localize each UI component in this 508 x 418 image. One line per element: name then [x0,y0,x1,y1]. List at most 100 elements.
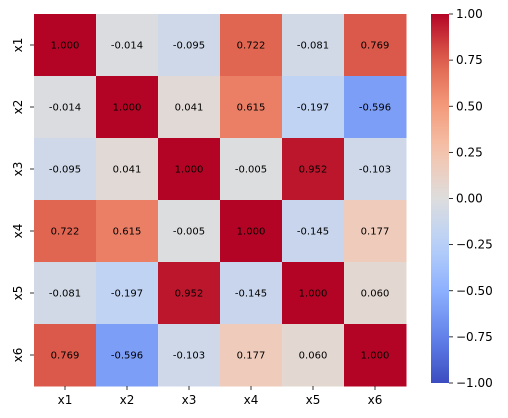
colorbar: 1.00 0.75 0.50 0.25 0.00 −0.25 −0.50 −0.75 −1.00 [431,7,493,390]
heatmap-cell [158,262,221,325]
cell-value-label: -0.197 [111,289,143,300]
cell-value-label: 0.769 [361,41,390,52]
cell-value-label: -0.095 [49,165,81,176]
colorbar-tick-label: −0.75 [456,330,493,344]
y-tick-label: x1 [11,38,25,53]
x-tick-label: x3 [182,393,197,407]
cell-value-label: 1.000 [51,41,80,52]
heatmap-cell [96,14,159,77]
cell-value-label: 1.000 [361,351,390,362]
y-tick-label: x5 [11,286,25,301]
cell-value-label: -0.005 [235,165,267,176]
cell-value-label: -0.005 [173,227,205,238]
colorbar-tick-label: 1.00 [456,7,483,21]
heatmap-cell [96,76,159,139]
heatmap-cell [282,14,345,77]
cell-value-label: 0.177 [237,351,266,362]
cell-value-label: -0.014 [111,41,143,52]
heatmap-cell [344,200,407,263]
cell-value-label: -0.081 [297,41,329,52]
heatmap-cell [34,76,97,139]
colorbar-tick-label: −0.25 [456,238,493,252]
heatmap-cell [344,14,407,77]
x-tick-label: x4 [244,393,259,407]
colorbar-tick-label: 0.25 [456,145,483,159]
x-tick-label: x5 [306,393,321,407]
heatmap-cell [34,138,97,201]
heatmap-cell [34,14,97,77]
heatmap-cell [344,262,407,325]
heatmap-cell [34,262,97,325]
heatmap-cell [34,200,97,263]
colorbar-gradient [431,14,449,383]
heatmap-cell [220,76,283,139]
heatmap-cell [34,324,97,387]
x-tick-label: x6 [368,393,383,407]
cell-value-label: 0.952 [299,165,328,176]
cell-value-label: 0.722 [51,227,80,238]
cell-value-label: -0.095 [173,41,205,52]
cell-value-label: 0.769 [51,351,80,362]
cell-value-label: 0.060 [299,351,328,362]
cell-value-label: 0.722 [237,41,266,52]
y-tick-label: x3 [11,162,25,177]
cell-value-label: 1.000 [299,289,328,300]
heatmap-cell [96,324,159,387]
cell-value-label: -0.145 [297,227,329,238]
colorbar-tick-label: 0.00 [456,192,483,206]
cell-value-label: 0.060 [361,289,390,300]
x-tick-label: x1 [58,393,73,407]
heatmap-cells [34,14,407,387]
heatmap-cell [282,76,345,139]
heatmap-cell [282,324,345,387]
y-tick-label: x6 [11,348,25,363]
colorbar-tick-label: −0.50 [456,284,493,298]
heatmap-cell [282,262,345,325]
cell-value-label: 0.952 [175,289,204,300]
heatmap-cell [344,324,407,387]
cell-value-label: 1.000 [113,103,142,114]
cell-value-label: -0.103 [173,351,205,362]
heatmap-cell [96,200,159,263]
x-tick-label: x2 [120,393,135,407]
heatmap-cell [158,324,221,387]
heatmap-cell [158,138,221,201]
cell-value-label: -0.081 [49,289,81,300]
cell-value-label: -0.014 [49,103,81,114]
cell-value-label: 0.615 [237,103,266,114]
heatmap-cell [282,200,345,263]
heatmap-cell [344,76,407,139]
cell-value-label: 0.615 [113,227,142,238]
heatmap-cell-labels: 1.000 -0.014 -0.095 0.722 -0.081 0.769 -0.014 1… [49,41,391,362]
cell-value-label: -0.596 [111,351,143,362]
colorbar-tick-label: 0.75 [456,53,483,67]
heatmap-cell [220,138,283,201]
heatmap-cell [220,262,283,325]
y-axis: x1 x2 x3 x4 x5 x6 [11,38,34,363]
heatmap-cell [220,200,283,263]
x-axis: x1 x2 x3 x4 x5 x6 [58,386,383,407]
heatmap-cell [344,138,407,201]
heatmap-cell [282,138,345,201]
heatmap-cell [158,200,221,263]
heatmap-cell [220,324,283,387]
cell-value-label: 0.177 [361,227,390,238]
colorbar-tick-label: −1.00 [456,376,493,390]
y-tick-label: x2 [11,100,25,115]
heatmap-cell [220,14,283,77]
heatmap-cell [158,14,221,77]
cell-value-label: -0.103 [359,165,391,176]
cell-value-label: -0.197 [297,103,329,114]
colorbar-tick-label: 0.50 [456,99,483,113]
heatmap-cell [158,76,221,139]
cell-value-label: 1.000 [237,227,266,238]
y-tick-label: x4 [11,224,25,239]
heatmap-cell [96,138,159,201]
heatmap-cell [96,262,159,325]
cell-value-label: 1.000 [175,165,204,176]
cell-value-label: -0.596 [359,103,391,114]
cell-value-label: 0.041 [113,165,142,176]
cell-value-label: -0.145 [235,289,267,300]
cell-value-label: 0.041 [175,103,204,114]
